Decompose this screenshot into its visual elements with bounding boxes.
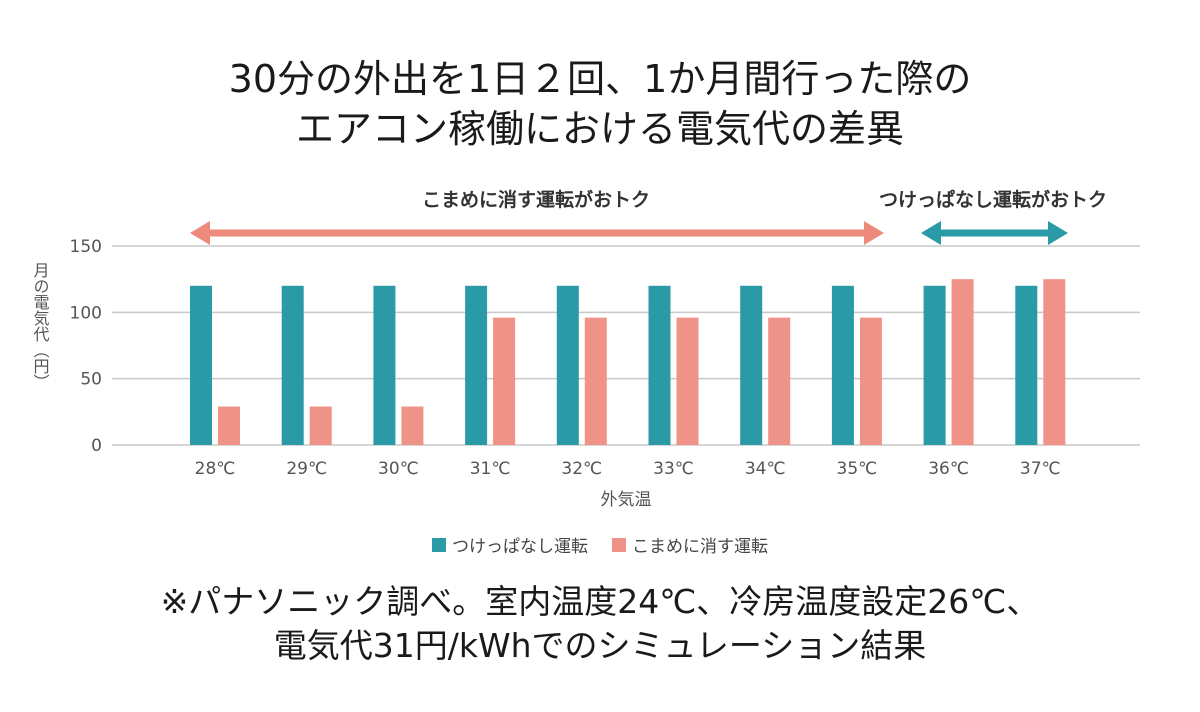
bar-tsukeppanashi	[465, 285, 488, 445]
bar-komame	[951, 279, 974, 445]
range-arrow-right-head-left	[921, 221, 941, 245]
title-line-1: 30分の外出を1日２回、1か月間行った際の	[228, 57, 972, 101]
range-arrow-left-head-left	[190, 221, 210, 245]
bar-tsukeppanashi	[831, 285, 854, 445]
bar-tsukeppanashi	[190, 285, 212, 445]
x-tick-label: 37℃	[1020, 459, 1061, 479]
range-arrow-left-head-right	[864, 221, 884, 245]
footnote: ※パナソニック調べ。室内温度24℃、冷房温度設定26℃、 電気代31円/kWhで…	[0, 580, 1200, 668]
x-tick-label: 36℃	[928, 459, 969, 479]
note-line-2: 電気代31円/kWhでのシミュレーション結果	[273, 626, 927, 665]
bar-komame	[493, 317, 516, 445]
x-tick-label: 34℃	[745, 459, 786, 479]
x-tick-label: 33℃	[653, 459, 694, 479]
y-tick-label: 100	[70, 303, 102, 323]
x-tick-label: 32℃	[561, 459, 602, 479]
annotations: こまめに消す運転がおトク つけっぱなし運転がおトク	[190, 188, 1107, 245]
x-tick-label: 35℃	[837, 459, 878, 479]
bar-tsukeppanashi	[923, 285, 946, 445]
bar-tsukeppanashi	[556, 285, 579, 445]
bar-komame	[584, 317, 607, 445]
range-label-right: つけっぱなし運転がおトク	[879, 188, 1107, 211]
legend-swatch-1	[432, 537, 446, 552]
bar-tsukeppanashi	[740, 285, 763, 445]
legend-label-2: こまめに消す運転	[632, 537, 768, 557]
title-line-2: エアコン稼働における電気代の差異	[295, 107, 904, 151]
legend-swatch-2	[612, 537, 626, 552]
bar-tsukeppanashi	[1015, 285, 1038, 445]
note-line-1: ※パナソニック調べ。室内温度24℃、冷房温度設定26℃、	[160, 582, 1040, 621]
chart-title: 30分の外出を1日２回、1か月間行った際の エアコン稼働における電気代の差異	[0, 54, 1200, 154]
bars	[190, 279, 1066, 445]
range-arrow-right-head-right	[1048, 221, 1068, 245]
bar-komame	[768, 317, 791, 445]
bar-komame	[401, 406, 424, 445]
bar-komame	[309, 406, 332, 445]
range-label-left: こまめに消す運転がおトク	[422, 188, 650, 211]
legend-label-1: つけっぱなし運転	[452, 537, 588, 557]
tick-labels: 0 50 100 150 月の電気代（円） 28℃ 29℃ 30℃ 31℃ 32℃ 33℃ 34℃ 35…	[31, 237, 1061, 510]
bar-tsukeppanashi	[373, 285, 396, 445]
bar-komame	[1043, 279, 1066, 445]
bar-tsukeppanashi	[648, 285, 671, 445]
y-tick-label: 50	[80, 370, 102, 390]
y-axis-label: 月の電気代（円）	[31, 262, 50, 390]
gridlines	[112, 245, 1140, 446]
x-tick-label: 31℃	[470, 459, 511, 479]
legend-item-1: つけっぱなし運転	[432, 532, 588, 557]
bar-komame	[859, 317, 882, 445]
legend-item-2: こまめに消す運転	[612, 532, 768, 557]
x-tick-label: 30℃	[378, 459, 419, 479]
x-axis-label: 外気温	[601, 490, 652, 510]
bar-tsukeppanashi	[281, 285, 304, 445]
x-tick-label: 28℃	[195, 459, 236, 479]
y-tick-label: 0	[91, 436, 102, 456]
legend: つけっぱなし運転 こまめに消す運転	[0, 532, 1200, 557]
bar-komame	[218, 406, 240, 445]
y-tick-label: 150	[70, 237, 102, 257]
x-tick-label: 29℃	[286, 459, 327, 479]
bar-komame	[676, 317, 699, 445]
